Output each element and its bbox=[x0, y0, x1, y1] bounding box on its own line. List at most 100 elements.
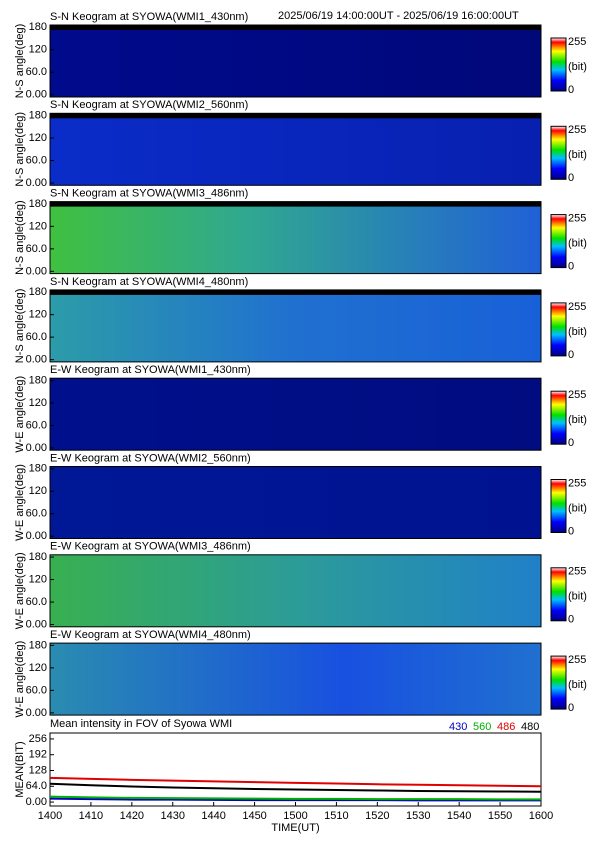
y-tick-label: 192 bbox=[29, 749, 47, 761]
panel-frame bbox=[49, 377, 542, 451]
colorbar-min: 0 bbox=[568, 349, 574, 361]
colorbar-max: 255 bbox=[568, 301, 586, 313]
colorbar-max: 255 bbox=[568, 389, 586, 401]
y-axis-label: N-S angle(deg) bbox=[14, 200, 26, 275]
y-tick-label: 120 bbox=[29, 220, 47, 232]
colorbar bbox=[550, 125, 567, 180]
y-axis-label: N-S angle(deg) bbox=[14, 289, 26, 364]
panel-title: E-W Keogram at SYOWA(WMI4_480nm) bbox=[50, 629, 251, 641]
colorbar bbox=[550, 655, 567, 710]
panel-frame bbox=[49, 642, 542, 716]
time-range: 2025/06/19 14:00:00UT - 2025/06/19 16:00… bbox=[278, 10, 519, 22]
legend-entry: 560 bbox=[473, 721, 491, 733]
panel-title: E-W Keogram at SYOWA(WMI3_486nm) bbox=[50, 541, 251, 553]
legend-entry: 430 bbox=[449, 721, 467, 733]
panel-frame bbox=[49, 112, 542, 186]
series-line bbox=[49, 782, 542, 793]
y-tick-label: 0.00 bbox=[26, 707, 47, 719]
x-tick-label: 1500 bbox=[283, 810, 307, 822]
keogram-top-band bbox=[50, 201, 541, 207]
colorbar-max: 255 bbox=[568, 477, 586, 489]
y-tick-label: 60.0 bbox=[26, 508, 47, 520]
colorbar-unit: (bit) bbox=[568, 414, 587, 426]
colorbar bbox=[550, 390, 567, 445]
x-tick-label: 1540 bbox=[447, 810, 471, 822]
colorbar-max: 255 bbox=[568, 213, 586, 225]
series-line bbox=[49, 776, 542, 788]
y-tick-label: 180 bbox=[29, 639, 47, 651]
panel-title: E-W Keogram at SYOWA(WMI2_560nm) bbox=[50, 452, 251, 464]
y-tick-label: 120 bbox=[29, 132, 47, 144]
x-tick-label: 1520 bbox=[365, 810, 389, 822]
keogram-image bbox=[50, 643, 541, 716]
keogram-image bbox=[50, 378, 541, 451]
colorbar-unit: (bit) bbox=[568, 61, 587, 73]
panel-title: S-N Keogram at SYOWA(WMI3_486nm) bbox=[50, 188, 248, 200]
y-axis-label: W-E angle(deg) bbox=[14, 376, 26, 453]
colorbar-min: 0 bbox=[568, 437, 574, 449]
y-tick-label: 60.0 bbox=[26, 154, 47, 166]
panel-title: S-N Keogram at SYOWA(WMI2_560nm) bbox=[50, 99, 248, 111]
legend-entry: 486 bbox=[497, 721, 515, 733]
colorbar-max: 255 bbox=[568, 566, 586, 578]
colorbar bbox=[550, 567, 567, 622]
y-tick-label: 0.00 bbox=[26, 618, 47, 630]
keogram-top-band bbox=[50, 113, 541, 119]
x-tick-label: 1430 bbox=[161, 810, 185, 822]
y-tick-label: 0.00 bbox=[26, 442, 47, 454]
colorbar bbox=[550, 214, 567, 269]
x-tick-label: 1530 bbox=[406, 810, 430, 822]
y-tick-label: 256 bbox=[29, 733, 47, 745]
y-tick-label: 180 bbox=[29, 463, 47, 475]
y-tick-label: 120 bbox=[29, 662, 47, 674]
colorbar-min: 0 bbox=[568, 702, 574, 714]
y-axis-label: N-S angle(deg) bbox=[14, 112, 26, 187]
y-tick-label: 60.0 bbox=[26, 243, 47, 255]
colorbar bbox=[550, 302, 567, 357]
y-tick-label: 0.00 bbox=[26, 177, 47, 189]
y-tick-label: 180 bbox=[29, 109, 47, 121]
colorbar-max: 255 bbox=[568, 654, 586, 666]
y-tick-label: 0.00 bbox=[26, 530, 47, 542]
keogram-image bbox=[50, 201, 541, 274]
chart-title: Mean intensity in FOV of Syowa WMI bbox=[50, 718, 232, 730]
colorbar-unit: (bit) bbox=[568, 502, 587, 514]
legend-entry: 480 bbox=[521, 721, 539, 733]
y-tick-label: 128 bbox=[29, 764, 47, 776]
panel-title: E-W Keogram at SYOWA(WMI1_430nm) bbox=[50, 364, 251, 376]
keogram-image bbox=[50, 466, 541, 539]
y-tick-label: 180 bbox=[29, 374, 47, 386]
panel-title: S-N Keogram at SYOWA(WMI4_480nm) bbox=[50, 276, 248, 288]
keogram-image bbox=[50, 554, 541, 627]
panel-frame bbox=[49, 554, 542, 628]
y-tick-label: 0.00 bbox=[26, 354, 47, 366]
y-tick-label: 0.00 bbox=[26, 89, 47, 101]
y-axis-label: N-S angle(deg) bbox=[14, 24, 26, 99]
colorbar-min: 0 bbox=[568, 525, 574, 537]
panel-frame bbox=[49, 289, 542, 363]
plot-frame bbox=[49, 732, 542, 807]
y-axis-label: W-E angle(deg) bbox=[14, 641, 26, 718]
x-tick-label: 1600 bbox=[529, 810, 553, 822]
colorbar-min: 0 bbox=[568, 261, 574, 273]
panel-frame bbox=[49, 24, 542, 98]
keogram-top-band bbox=[50, 25, 541, 30]
x-tick-label: 1450 bbox=[242, 810, 266, 822]
panel-title: S-N Keogram at SYOWA(WMI1_430nm) bbox=[50, 11, 248, 23]
y-tick-label: 180 bbox=[29, 21, 47, 33]
y-tick-label: 180 bbox=[29, 551, 47, 563]
x-tick-label: 1410 bbox=[79, 810, 103, 822]
y-tick-label: 120 bbox=[29, 485, 47, 497]
colorbar-max: 255 bbox=[568, 124, 586, 136]
keogram-top-band bbox=[50, 289, 541, 295]
colorbar bbox=[550, 479, 567, 533]
y-axis-label: MEAN(BIT) bbox=[14, 741, 26, 797]
y-tick-label: 0.00 bbox=[26, 265, 47, 277]
plots: S-N Keogram at SYOWA(WMI1_430nm) N-S angl… bbox=[14, 11, 587, 834]
y-tick-label: 64.0 bbox=[26, 780, 47, 792]
colorbar-unit: (bit) bbox=[568, 238, 587, 250]
y-tick-label: 60.0 bbox=[26, 419, 47, 431]
colorbar-min: 0 bbox=[568, 614, 574, 626]
colorbar-unit: (bit) bbox=[568, 326, 587, 338]
y-tick-label: 60.0 bbox=[26, 596, 47, 608]
